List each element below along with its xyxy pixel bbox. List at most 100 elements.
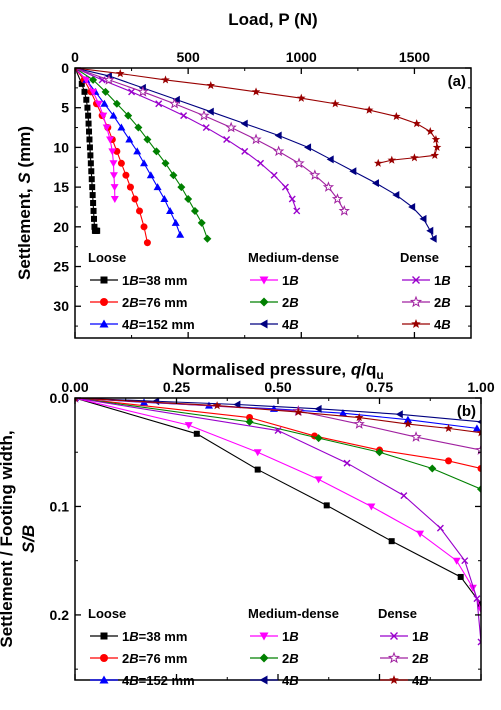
x-tick-label-b-2: 0.50 [264,379,291,395]
data-point-a-medium-dense-1b-1 [82,76,91,84]
data-point-a-loose-2b-76-mm-14 [143,239,151,247]
series-line-b-medium-dense-2b [75,398,481,490]
data-point-a-medium-dense-1b-5 [102,124,111,132]
data-point-a-dense-4b-12 [432,142,442,152]
x-tick-label-b-3: 0.75 [366,379,393,395]
data-point-b-medium-dense-1b-5 [416,530,425,538]
data-point-a-loose-4b-152-mm-14 [176,230,185,238]
data-point-b-medium-dense-1b-6 [452,557,461,565]
data-point-a-dense-2b-8 [293,157,305,169]
x-tick-label-b-0: 0.00 [61,379,88,395]
legend-marker-b-dense-2b [387,651,401,664]
legend-label-b-loose-4b-152-mm: 4B=152 mm [122,673,195,688]
legend-label-a-loose-4b-152-mm: 4B=152 mm [122,317,195,332]
series-line-b-loose-2b-76-mm [75,398,481,470]
data-point-a-loose-4b-152-mm-5 [117,123,126,131]
data-point-b-dense-1b-1 [274,427,282,435]
legend-label-a-dense-2b: 2B [434,295,451,310]
legend-a: Loose 1B=38 mm 2B=76 mm 4B=152 mm Medium-den… [88,250,451,332]
data-point-a-dense-2b-3 [168,97,181,109]
legend-marker-b-medium-dense-4b [259,675,268,685]
data-point-b-dense-2b-3 [410,431,422,442]
data-point-a-medium-dense-4b-9 [349,167,357,176]
data-point-a-dense-1b-5 [202,124,210,132]
data-point-a-dense-4b-7 [364,105,374,114]
data-point-a-medium-dense-4b-5 [240,119,248,128]
plot-frame-a [74,67,472,339]
data-point-a-medium-dense-2b-10 [177,183,186,192]
data-point-b-medium-dense-4b-5 [477,419,481,425]
data-point-b-dense-1b-2 [343,459,351,467]
legend-label-b-dense-2b: 2B [412,651,429,666]
y-tick-label-a-4: 20 [53,219,69,235]
data-point-a-medium-dense-2b-1 [89,75,98,84]
data-point-a-medium-dense-2b-6 [143,135,152,144]
legend-marker-a-medium-dense-2b [259,297,269,307]
data-point-a-dense-4b-9 [412,119,421,128]
data-point-b-loose-1b-38-mm-1 [193,430,200,437]
legend-marker-b-medium-dense-1b [259,632,269,641]
data-point-b-loose-1b-38-mm-2 [254,466,261,473]
series-line-a-medium-dense-1b [75,68,116,200]
data-point-b-medium-dense-4b-2 [233,400,241,409]
data-point-a-dense-4b-8 [392,111,401,121]
legend-marker-a-medium-dense-1b [259,276,269,285]
data-point-a-loose-1b-38-mm-19 [91,223,98,230]
legend-marker-a-loose-2b-76-mm [100,298,108,306]
plot-area-b [75,398,481,646]
data-point-b-medium-dense-2b-2 [314,434,323,443]
data-point-a-medium-dense-1b-6 [106,136,115,144]
data-point-a-loose-4b-152-mm-13 [171,218,180,226]
data-point-a-loose-4b-152-mm-11 [160,195,169,203]
data-point-a-medium-dense-2b-4 [124,111,133,120]
y-tick-label-a-1: 5 [61,100,69,116]
data-point-b-loose-2b-76-mm-4 [445,457,453,465]
data-point-a-medium-dense-4b-12 [408,202,416,211]
legend-marker-b-loose-2b-76-mm [100,654,108,662]
data-point-a-medium-dense-4b-14 [426,226,434,235]
y-axis-title-b: Settlement / Footing width,S/B [0,430,38,647]
y-tick-label-b-0: 0.0 [50,390,70,406]
x-axis-title-b: Normalised pressure, q/qu [172,360,383,382]
legend-label-a-medium-dense-1b: 1B [282,273,299,288]
data-point-a-dense-1b-10 [281,183,289,191]
data-point-b-medium-dense-1b-1 [184,422,193,430]
data-point-a-dense-1b-8 [257,159,265,167]
data-point-a-dense-2b-7 [273,145,285,157]
data-point-b-loose-4b-152-mm-4 [338,409,347,417]
data-point-a-loose-4b-152-mm-9 [146,171,155,179]
data-point-a-loose-1b-38-mm-11 [87,160,94,167]
data-point-a-loose-1b-38-mm-10 [87,152,94,159]
chart-panel-b: 0.00 0.25 0.50 0.75 1.00 0.0 0.1 0.2 Normalised … [0,360,495,688]
data-point-a-loose-1b-38-mm-1 [78,80,85,87]
data-point-a-loose-1b-38-mm-17 [90,207,97,214]
legend-label-b-loose-1b-38-mm: 1B=38 mm [122,629,187,644]
legend-marker-b-loose-4b-152-mm [99,675,109,684]
data-point-a-medium-dense-2b-2 [101,87,110,96]
data-point-a-medium-dense-4b-6 [274,131,282,140]
data-point-a-loose-1b-38-mm-18 [91,215,98,222]
y-tick-label-a-3: 15 [53,179,69,195]
data-point-a-dense-4b-4 [251,87,261,96]
data-point-a-medium-dense-2b-14 [203,234,212,243]
data-point-a-dense-4b-1 [115,69,125,78]
legend-marker-a-dense-2b [409,295,423,308]
data-point-a-loose-1b-38-mm-3 [83,96,90,103]
data-point-a-dense-4b-14 [410,153,419,162]
y-tick-label-a-2: 10 [53,139,69,155]
data-point-b-loose-1b-38-mm-3 [323,502,330,509]
data-point-b-medium-dense-4b-3 [314,404,322,413]
data-point-a-dense-2b-2 [137,85,149,97]
data-point-b-dense-4b-3 [354,413,364,422]
y-tick-label-a-0: 0 [61,60,69,76]
data-point-a-medium-dense-4b-10 [371,179,379,188]
data-point-b-dense-4b-2 [294,407,303,416]
data-point-b-medium-dense-2b-1 [245,417,254,426]
legend-label-b-dense-4b: 4B [412,673,429,688]
x-tick-label-a-3: 1500 [399,49,430,65]
legend-label-a-dense-1b: 1B [434,273,451,288]
data-point-b-medium-dense-2b-4 [428,464,437,473]
data-point-a-loose-4b-152-mm-3 [100,99,109,107]
data-point-a-medium-dense-4b-15 [429,234,437,243]
data-point-a-medium-dense-1b-7 [108,148,117,156]
